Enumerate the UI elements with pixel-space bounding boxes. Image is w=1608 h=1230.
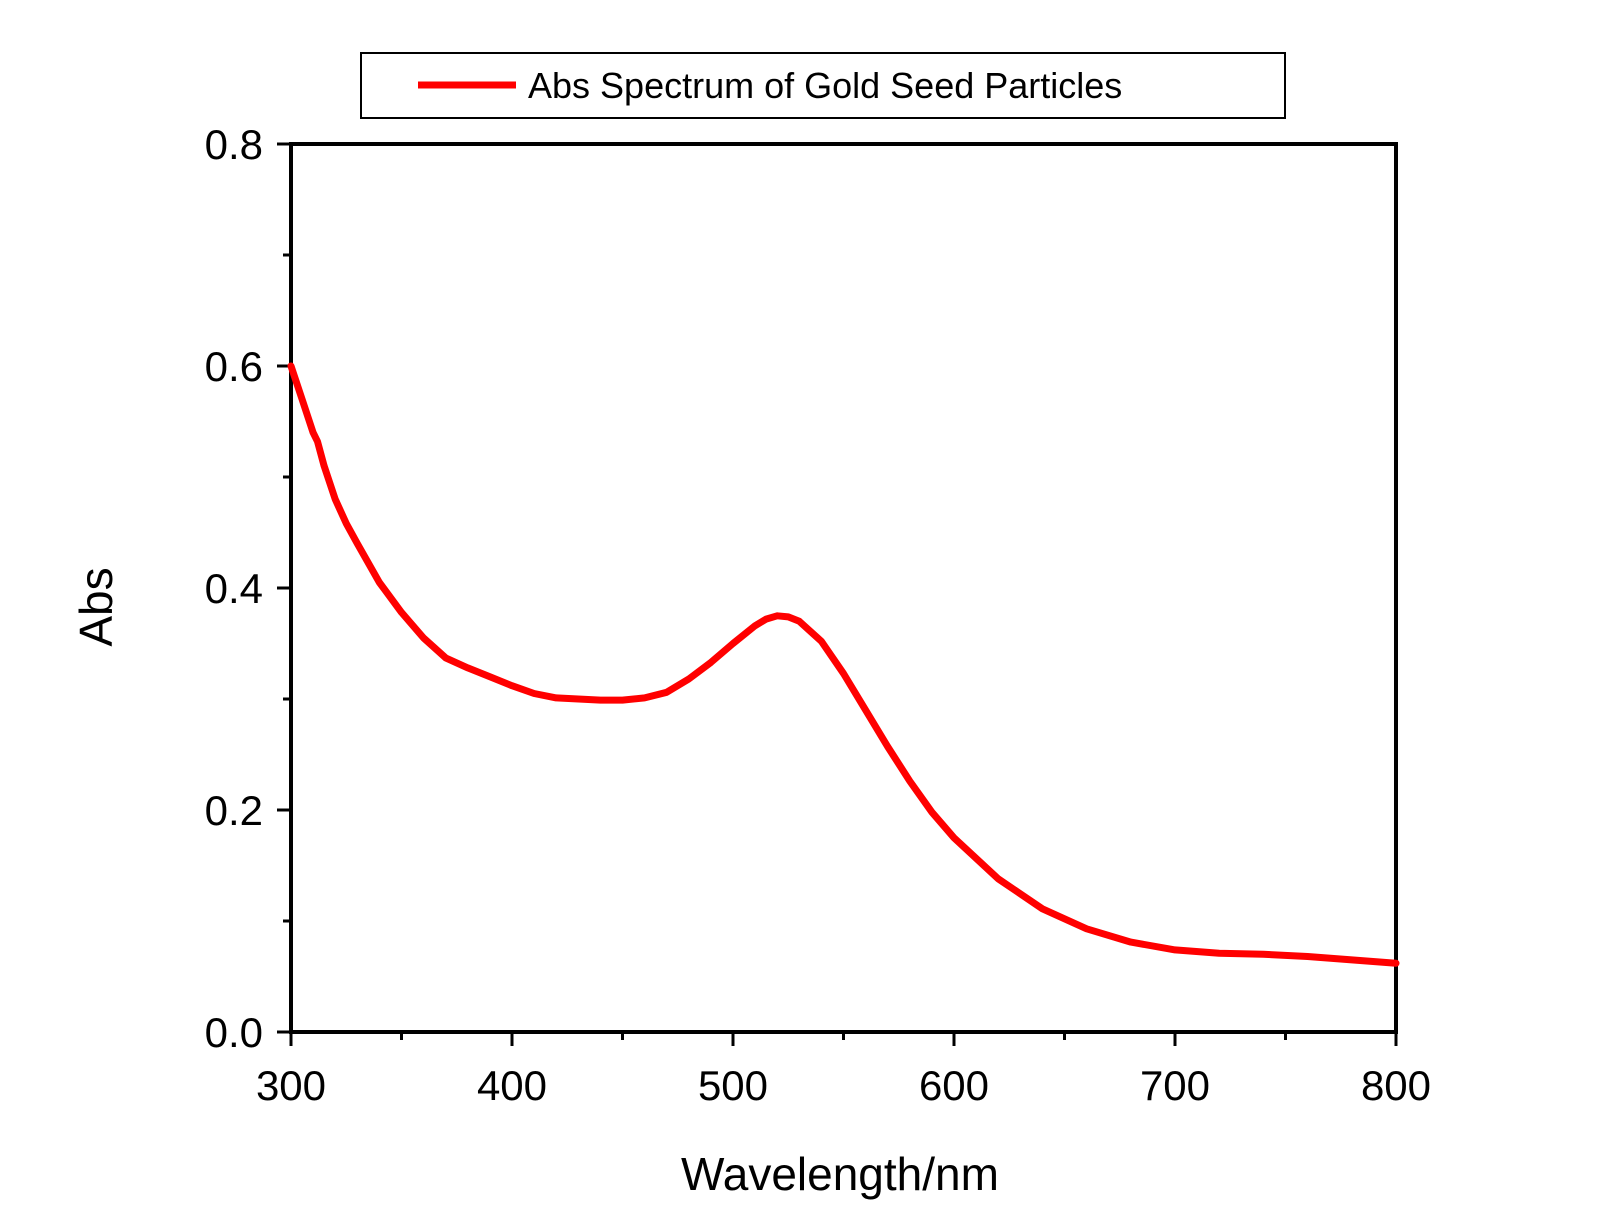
x-tick-label: 700: [1140, 1062, 1210, 1109]
legend: Abs Spectrum of Gold Seed Particles: [360, 52, 1286, 119]
series-line: [287, 362, 1400, 967]
x-tick-label: 800: [1361, 1062, 1431, 1109]
tick-labels: 300 400 500 600 700 800 0.0 0.2 0.4 0.6 0.8: [205, 121, 1431, 1109]
plot-frame: [289, 142, 1398, 1034]
y-tick-label: 0.6: [205, 343, 263, 390]
x-axis-title: Wavelength/nm: [681, 1148, 999, 1200]
x-tick-label: 500: [698, 1062, 768, 1109]
y-axis-title: Abs: [70, 567, 122, 646]
ticks: [277, 142, 1398, 1046]
y-tick-label: 0.0: [205, 1009, 263, 1056]
legend-label: Abs Spectrum of Gold Seed Particles: [528, 65, 1122, 106]
series-layer: [287, 362, 1400, 967]
x-tick-label: 600: [919, 1062, 989, 1109]
x-tick-label: 400: [477, 1062, 547, 1109]
y-tick-label: 0.4: [205, 565, 263, 612]
y-tick-label: 0.8: [205, 121, 263, 168]
x-tick-label: 300: [256, 1062, 326, 1109]
y-tick-label: 0.2: [205, 787, 263, 834]
